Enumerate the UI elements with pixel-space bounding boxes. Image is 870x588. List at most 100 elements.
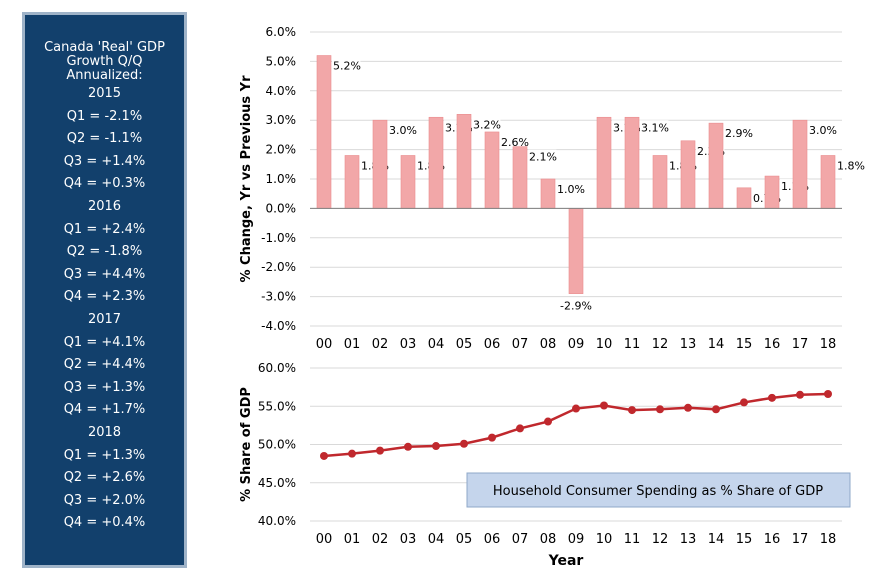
line-x-tick: 18 [820, 532, 837, 547]
gdp-bar [568, 208, 584, 294]
bar-data-label: 2.1% [529, 151, 557, 164]
line-point [656, 405, 664, 414]
bar-y-tick: -1.0% [261, 231, 296, 245]
bar-label-bg [500, 134, 529, 149]
legend-label: Household Consumer Spending as % Share o… [493, 484, 823, 499]
bar-x-tick: 02 [372, 337, 389, 352]
gdp-bar [624, 116, 640, 209]
line-point [796, 390, 804, 399]
gdp-bar [344, 155, 360, 209]
line-y-tick: 60.0% [258, 361, 296, 375]
panel-line: Q2 = -1.8% [66, 244, 143, 260]
line-x-tick: 09 [568, 532, 585, 547]
line-x-tick: 16 [764, 532, 781, 547]
line-x-tick: 17 [792, 532, 809, 547]
bar-x-tick: 08 [540, 337, 557, 352]
bar-label-bg [556, 182, 585, 196]
gdp-bar [736, 187, 752, 209]
consumer-spending-line [323, 392, 829, 458]
panel-quarter-list: 2015 Q1 = -2.1% Q2 = -1.1% Q3 = +1.4% Q4 = +… [25, 83, 184, 535]
line-x-tick: 04 [428, 532, 445, 547]
panel-line: Q3 = +1.4% [63, 153, 146, 169]
bar-y-tick: 6.0% [266, 25, 297, 39]
gdp-bar [372, 119, 388, 209]
bar-x-tick: 11 [624, 337, 641, 352]
bar-data-label: 1.0% [557, 183, 585, 196]
gdp-bar [792, 119, 808, 209]
line-x-tick: 08 [540, 532, 557, 547]
panel-line: Q4 = +1.7% [63, 402, 146, 418]
line-y-tick: 55.0% [258, 399, 296, 413]
bar-y-tick: -3.0% [261, 290, 296, 304]
line-x-tick: 00 [316, 532, 333, 547]
gdp-bar [652, 155, 668, 209]
line-point [600, 401, 608, 410]
bar-y-tick: 3.0% [266, 113, 297, 127]
panel-line: Q1 = -2.1% [66, 108, 143, 124]
line-y-tick: 50.0% [258, 438, 296, 452]
gdp-bar [764, 175, 780, 209]
bar-y-tick: 5.0% [266, 54, 297, 68]
line-x-tick: 11 [624, 532, 641, 547]
line-x-tick: 15 [736, 532, 753, 547]
bar-y-tick: 1.0% [266, 172, 297, 186]
bar-y-tick: 0.0% [266, 201, 297, 215]
bar-x-tick: 06 [484, 337, 501, 352]
bar-x-tick: 01 [344, 337, 361, 352]
line-x-tick: 06 [484, 532, 501, 547]
bar-data-label: 3.0% [809, 124, 837, 137]
panel-line: 2015 [87, 86, 122, 101]
bar-label-bg [332, 58, 361, 73]
bar-x-tick: 12 [652, 337, 669, 352]
line-x-tick: 14 [708, 532, 725, 547]
panel-line: Q4 = +2.3% [63, 289, 146, 305]
legend-box [466, 472, 851, 508]
line-y-tick: 45.0% [258, 476, 296, 490]
consumer-spending-line-chart: 40.0% 45.0% 50.0% 55.0% 60.0% 00 01 02 03 04 05 06 0… [239, 361, 851, 569]
gdp-bar [484, 131, 500, 209]
line-y-axis-label: % Share of GDP [239, 387, 254, 502]
bar-x-tick: 18 [820, 337, 837, 352]
gdp-quarterly-panel: Canada 'Real' GDP Growth Q/Q Annualized:… [22, 12, 187, 568]
line-point [348, 449, 356, 458]
bar-x-tick: 16 [764, 337, 781, 352]
bar-y-tick: -2.0% [261, 260, 296, 274]
bar-label-bg [724, 126, 753, 141]
bar-label-bg [388, 123, 417, 138]
bar-x-tick: 05 [456, 337, 473, 352]
line-point [712, 405, 720, 414]
line-x-tick: 03 [400, 532, 417, 547]
bar-x-tick: 13 [680, 337, 697, 352]
panel-line: Q1 = +2.4% [63, 221, 146, 237]
bar-label-bg [528, 149, 557, 164]
line-point [544, 417, 552, 426]
bar-y-tick: -4.0% [261, 319, 296, 333]
bar-x-tick: 07 [512, 337, 529, 352]
line-x-tick: 01 [344, 532, 361, 547]
line-point [824, 390, 832, 399]
bar-x-tick: 10 [596, 337, 613, 352]
line-point [768, 393, 776, 402]
bar-x-tick: 15 [736, 337, 753, 352]
gdp-bar [540, 178, 556, 209]
panel-line: 2016 [87, 198, 122, 214]
panel-line: 2017 [87, 311, 122, 327]
panel-line: Q1 = +4.1% [63, 334, 146, 350]
bar-data-label: 2.6% [501, 136, 529, 149]
bar-data-label: 2.9% [725, 127, 753, 140]
panel-line: Q3 = +1.3% [63, 379, 146, 395]
panel-line: Q2 = +2.6% [63, 470, 146, 486]
gdp-bar [400, 155, 416, 209]
panel-line: 2018 [87, 424, 122, 440]
x-axis-label: Year [548, 553, 584, 569]
line-point [572, 404, 580, 413]
line-point [684, 403, 692, 412]
panel-line: Q3 = +2.0% [63, 492, 146, 508]
gdp-bar [680, 140, 696, 209]
bar-data-label: 5.2% [333, 60, 361, 73]
line-point [376, 446, 384, 455]
gdp-bar [596, 116, 612, 209]
line-x-tick: 13 [680, 532, 697, 547]
bar-data-label: -2.9% [560, 300, 592, 313]
